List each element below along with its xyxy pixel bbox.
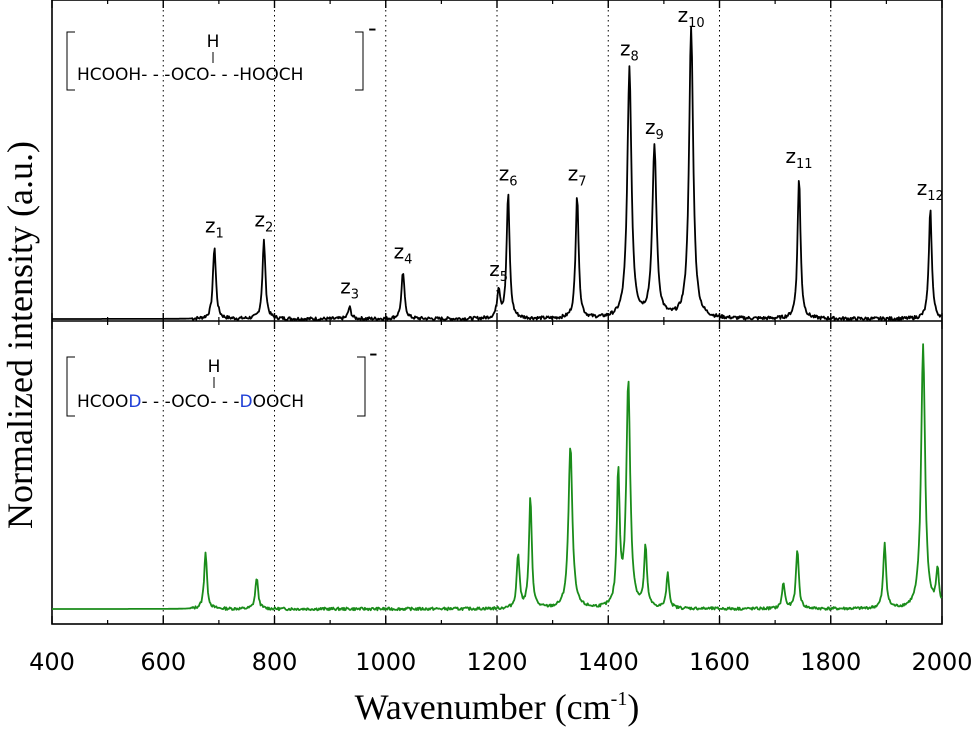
bracket-left <box>66 356 75 417</box>
peak-label: z5 <box>489 257 508 285</box>
inset-formula-part: HCOO <box>77 392 128 412</box>
peak-label: z2 <box>255 208 274 236</box>
inset-top-atom: H <box>208 357 221 377</box>
grid-lines <box>162 0 832 624</box>
peak-label: z4 <box>394 240 413 268</box>
inset-formula-part: OCO <box>171 392 210 412</box>
x-tick-label: 800 <box>252 648 298 676</box>
peak-label: z7 <box>568 161 587 189</box>
peak-label: z12 <box>917 176 944 204</box>
bracket-right <box>355 31 364 91</box>
peak-label: z11 <box>786 144 813 172</box>
inset-charge: - <box>369 339 378 367</box>
series-line-deuterated <box>51 343 943 612</box>
x-tick-label: 600 <box>140 648 186 676</box>
inset-formula-part: D <box>240 392 253 412</box>
peak-label: z6 <box>499 161 518 189</box>
peak-label: z10 <box>678 3 705 31</box>
inset-formula-part: OOCH <box>253 392 304 412</box>
bracket-right <box>357 356 366 417</box>
inset-formula-text: HCOOD- - -OCO- - -DOOCH <box>77 392 304 412</box>
inset-formula-part: OCO <box>171 65 210 85</box>
inset-top-atom: H <box>207 32 220 52</box>
bracket-left <box>66 31 75 91</box>
x-tick-label: 1200 <box>466 648 527 676</box>
peak-labels: z1 z2 z3 z4 z5 z6 z7 z8 z9 z10 z11 z12 <box>205 3 944 302</box>
inset-formula-part: HOOCH <box>239 65 303 85</box>
x-tick-label: 1600 <box>689 648 750 676</box>
x-tick-label: 2000 <box>911 648 972 676</box>
peak-label: z3 <box>340 274 359 302</box>
y-axis-title: Normalized intensity (a.u.) <box>0 141 40 529</box>
peak-label: z8 <box>620 37 639 65</box>
inset-formula-part: - - - <box>210 65 239 85</box>
series-line-hcooh-oco-hooch <box>51 25 942 322</box>
inset-formula-part: - - - <box>142 392 172 412</box>
inset-formula-bottom: H HCOOD- - -OCO- - -DOOCH - <box>66 339 378 417</box>
inset-formula-part: HCOOH <box>77 65 141 85</box>
x-tick-label: 400 <box>29 648 75 676</box>
inset-formula-top: H HCOOH- - -OCO- - -HOOCH - <box>66 14 377 91</box>
inset-formula-part: D <box>128 392 141 412</box>
peak-label: z9 <box>645 115 664 143</box>
x-axis-ticks <box>51 0 943 624</box>
x-tick-label: 1400 <box>578 648 639 676</box>
x-tick-label: 1800 <box>800 648 861 676</box>
x-axis-title: Wavenumber (cm-1) <box>355 687 640 727</box>
inset-formula-part: - - - <box>141 65 171 85</box>
peak-label: z1 <box>205 214 224 242</box>
x-tick-label: 1000 <box>355 648 416 676</box>
inset-formula-part: - - - <box>210 392 239 412</box>
inset-charge: - <box>368 14 377 42</box>
inset-formula-text: HCOOH- - -OCO- - -HOOCH <box>77 65 303 85</box>
x-axis-tick-labels: 400 600 800 1000 1200 1400 1600 1800 2000 <box>29 648 972 676</box>
